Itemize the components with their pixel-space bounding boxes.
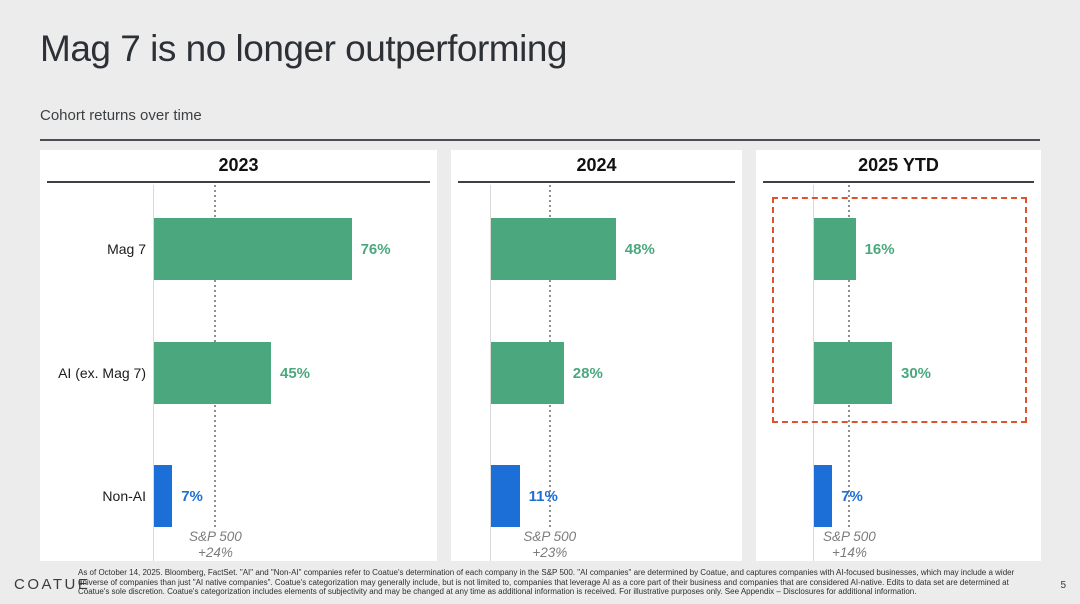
panel-2024: 2024 48% 28% 11% S&P 500 +23%	[451, 150, 742, 561]
bar-value-label: 16%	[864, 240, 895, 258]
benchmark-label: S&P 500 +14%	[784, 529, 914, 560]
benchmark-value: +23%	[532, 544, 568, 560]
disclaimer-footnote: As of October 14, 2025. Bloomberg, FactS…	[78, 568, 1015, 597]
panel-title: 2023	[218, 155, 259, 175]
bar-value-label: 48%	[624, 240, 655, 258]
benchmark-name: S&P 500	[523, 529, 577, 544]
page-number: 5	[1060, 580, 1066, 591]
benchmark-label: S&P 500 +23%	[485, 529, 615, 560]
bar-value-label: 11%	[528, 487, 558, 505]
highlight-dashed-box	[772, 197, 1027, 423]
category-label-non-ai: Non-AI	[102, 488, 146, 504]
bar-ai-ex-mag-7	[154, 342, 271, 404]
category-label-ai-ex-mag-7: AI (ex. Mag 7)	[58, 365, 146, 381]
panel-plot: 16% 30% 7% S&P 500 +14%	[756, 183, 1041, 561]
bar-value-label: 45%	[280, 364, 311, 382]
panel-plot: Mag 7 76% AI (ex. Mag 7) 45% Non-AI 7% S&P 500…	[40, 183, 437, 561]
footer: COATUE As of October 14, 2025. Bloomberg…	[0, 563, 1080, 604]
axis-baseline	[813, 185, 814, 561]
bar-value-label: 30%	[901, 364, 932, 382]
axis-baseline	[153, 185, 154, 561]
bar-mag-7	[814, 218, 856, 280]
page-title: Mag 7 is no longer outperforming	[40, 28, 567, 69]
panel-title-underline	[47, 181, 430, 183]
bar-ai-ex-mag-7	[491, 342, 564, 404]
bar-mag-7	[154, 218, 352, 280]
benchmark-label: S&P 500 +24%	[150, 529, 280, 560]
panel-plot: 48% 28% 11% S&P 500 +23%	[451, 183, 742, 561]
bar-value-label: 7%	[841, 487, 863, 505]
benchmark-name: S&P 500	[822, 529, 876, 544]
benchmark-name: S&P 500	[188, 529, 242, 544]
coatue-logo: COATUE	[14, 576, 91, 593]
panel-2025-ytd: 2025 YTD 16% 30% 7% S&P 500 +14%	[756, 150, 1041, 561]
panel-title-underline	[458, 181, 735, 183]
slide-subtitle: Cohort returns over time	[40, 107, 202, 124]
bar-value-label: 28%	[572, 364, 603, 382]
bar-non-ai	[491, 465, 520, 527]
bar-non-ai	[814, 465, 833, 527]
panel-title-underline	[763, 181, 1034, 183]
bar-ai-ex-mag-7	[814, 342, 892, 404]
bar-mag-7	[491, 218, 616, 280]
panel-title: 2024	[576, 155, 617, 175]
bar-value-label: 7%	[181, 487, 203, 505]
category-label-mag-7: Mag 7	[107, 241, 146, 257]
bar-non-ai	[154, 465, 173, 527]
bar-value-label: 76%	[360, 240, 391, 258]
chart-panels: 2023 Mag 7 76% AI (ex. Mag 7) 45% Non-AI 7% S&P…	[40, 150, 1041, 561]
panel-2023: 2023 Mag 7 76% AI (ex. Mag 7) 45% Non-AI 7% S&P…	[40, 150, 437, 561]
benchmark-value: +24%	[197, 544, 233, 560]
subtitle-divider	[40, 139, 1040, 141]
axis-baseline	[490, 185, 491, 561]
panel-title: 2025 YTD	[858, 155, 939, 175]
benchmark-value: +14%	[831, 544, 867, 560]
